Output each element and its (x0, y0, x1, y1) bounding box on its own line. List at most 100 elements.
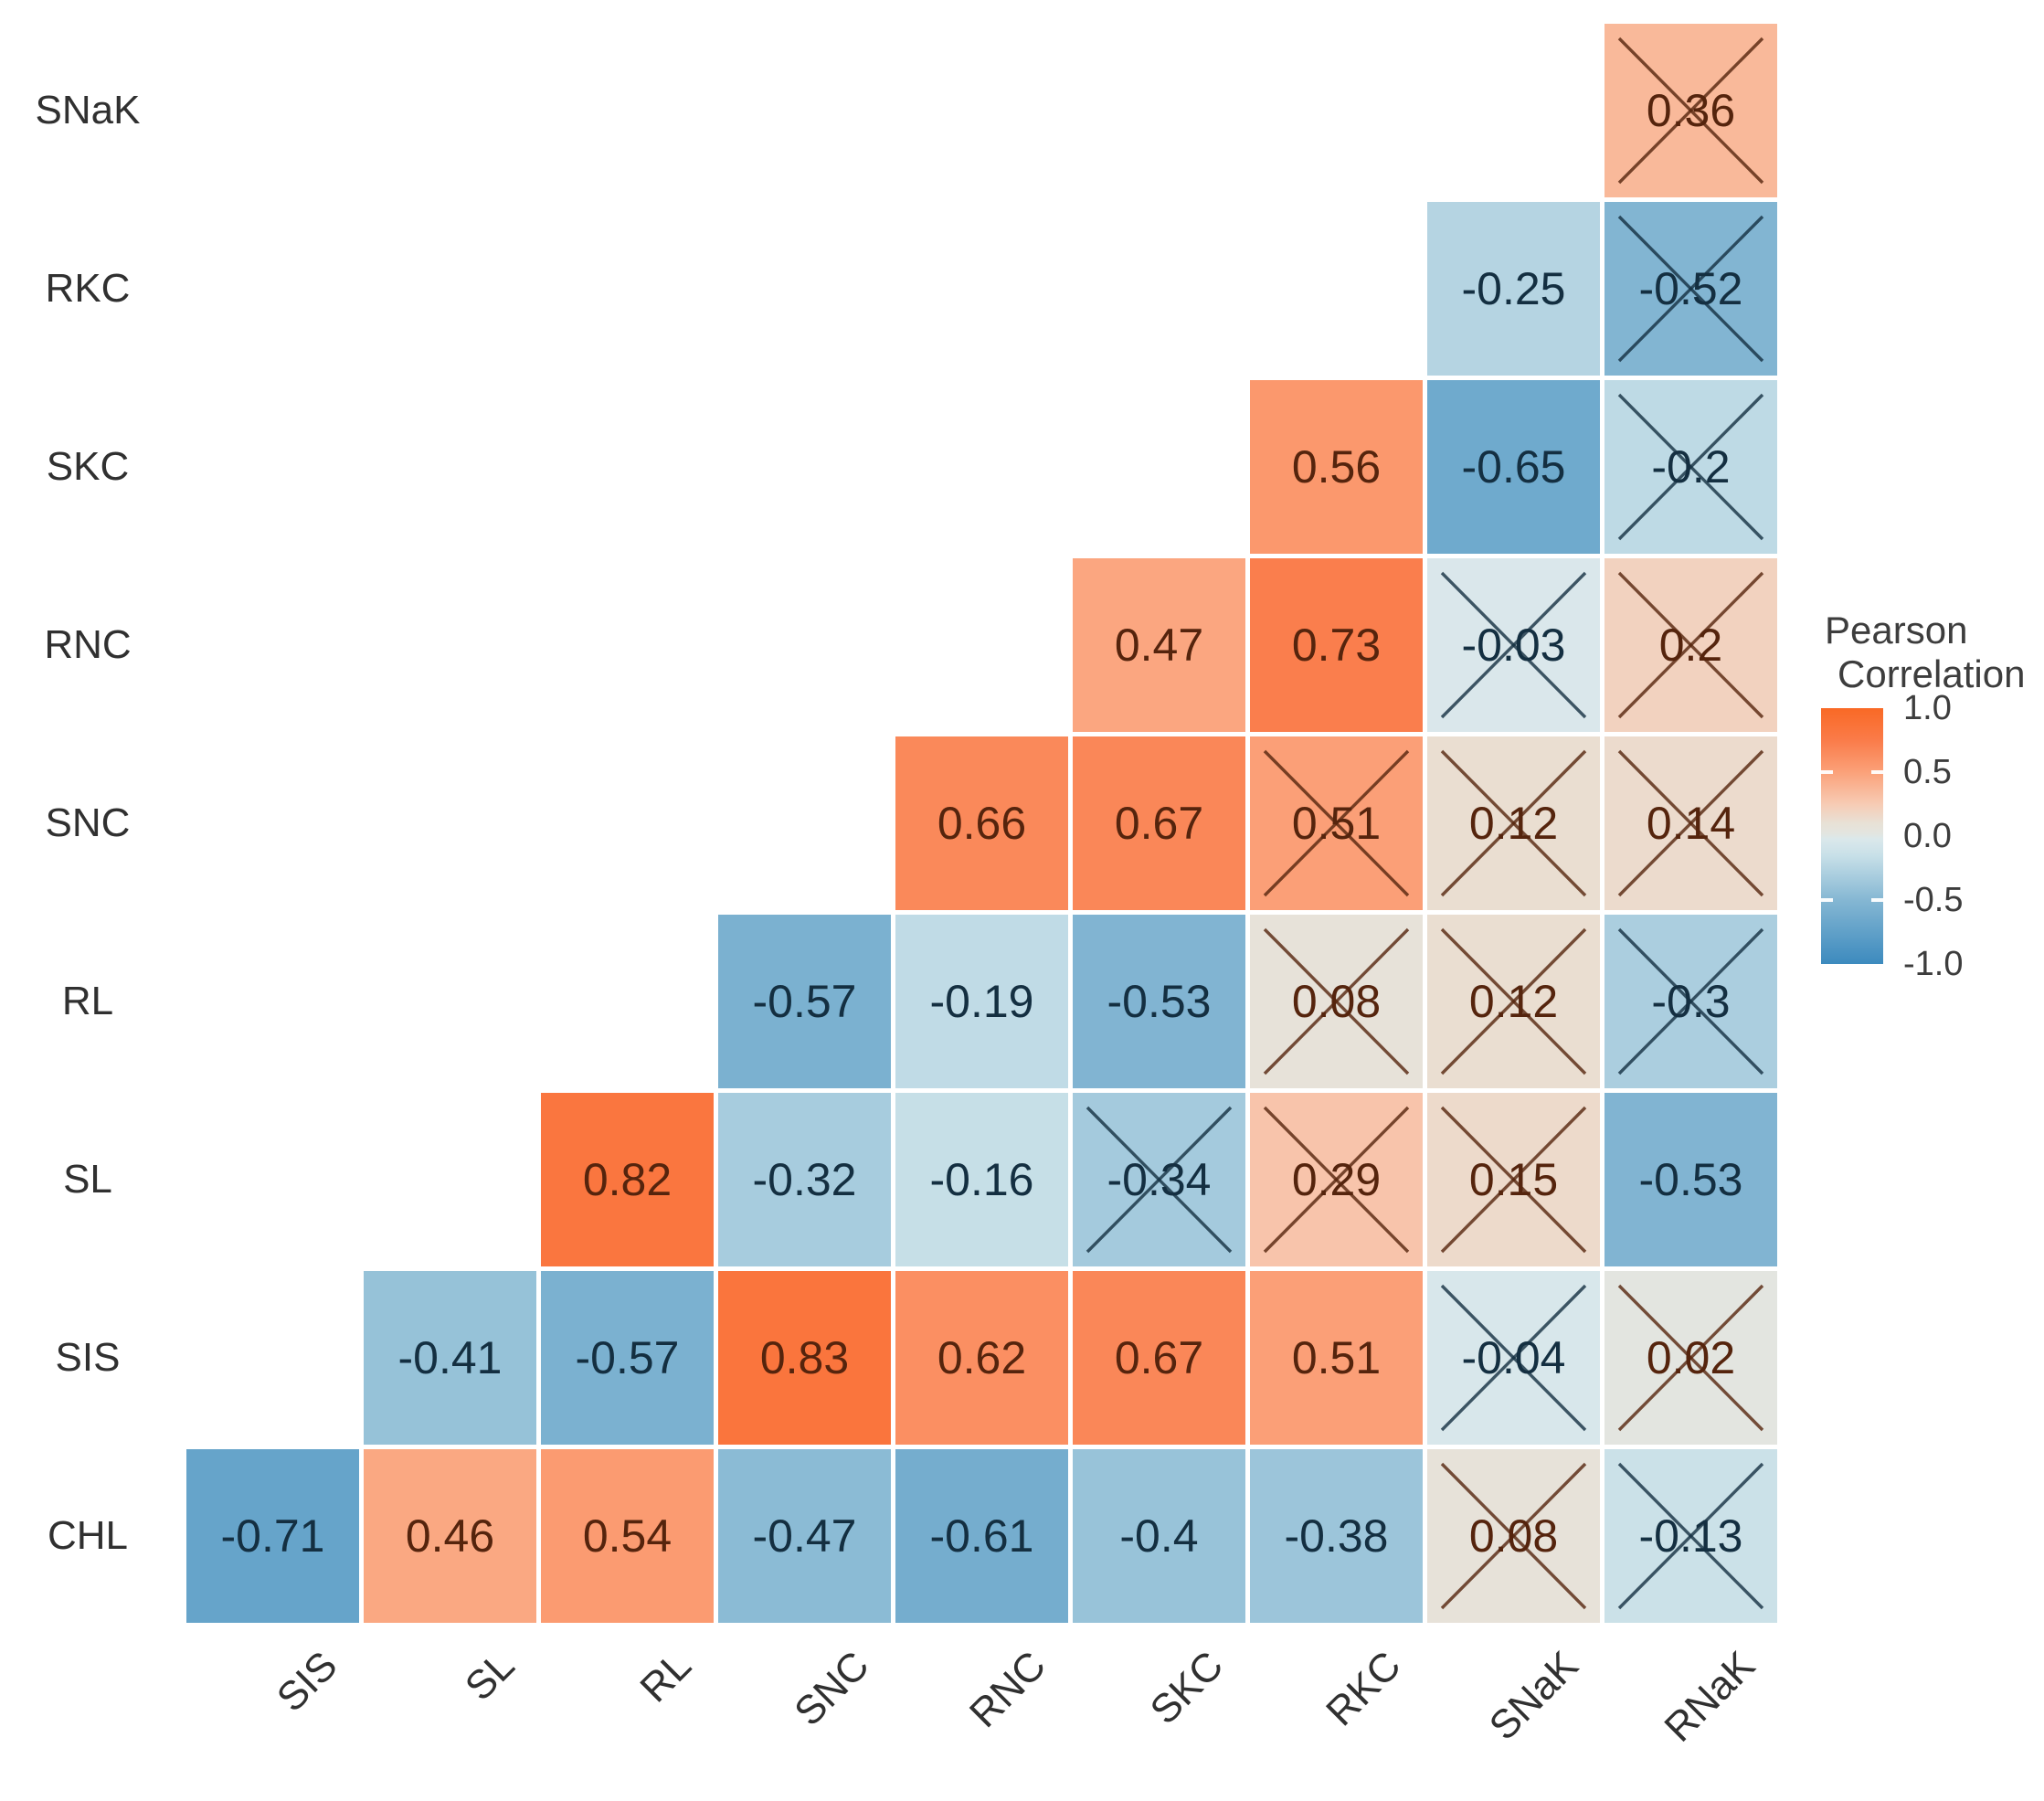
cell-value: 0.15 (1468, 1154, 1559, 1205)
heatmap-cell-SNC-RKC: 0.51 (1250, 736, 1423, 910)
heatmap-cell-CHL-SNC: -0.47 (718, 1449, 891, 1623)
y-axis-label-RKC: RKC (45, 266, 131, 311)
y-axis-label-SKC: SKC (46, 444, 130, 489)
heatmap-cell-RNC-RKC: 0.73 (1250, 558, 1423, 732)
heatmap-cell-SIS-SNaK: -0.04 (1427, 1271, 1600, 1445)
heatmap-cell-SIS-RKC: 0.51 (1250, 1271, 1423, 1445)
heatmap-cell-SNC-SNaK: 0.12 (1427, 736, 1600, 910)
cell-value: -0.41 (397, 1332, 503, 1383)
not-significant-cross-icon (1263, 749, 1410, 897)
legend-tick-label-0.5: 0.5 (1903, 753, 1952, 791)
heatmap-cell-SL-RKC: 0.29 (1250, 1093, 1423, 1266)
not-significant-cross-icon (1440, 927, 1587, 1075)
legend-tick-mark (1871, 770, 1883, 774)
legend-tick-label-1.0: 1.0 (1903, 689, 1952, 727)
heatmap-cell-CHL-RL: 0.54 (541, 1449, 714, 1623)
cell-value: 0.67 (1114, 798, 1204, 849)
cell-value: -0.13 (1638, 1510, 1743, 1562)
legend-tick-mark (1871, 898, 1883, 902)
not-significant-cross-icon (1086, 1106, 1233, 1254)
y-axis-label-RL: RL (61, 979, 114, 1023)
y-axis-label-SNaK: SNaK (35, 88, 141, 132)
heatmap-cell-SIS-RNaK: 0.02 (1604, 1271, 1777, 1445)
heatmap-cell-CHL-SIS: -0.71 (186, 1449, 359, 1623)
heatmap-cell-CHL-RNaK: -0.13 (1604, 1449, 1777, 1623)
not-significant-cross-icon (1617, 749, 1764, 897)
heatmap-cell-SNC-RNC: 0.66 (895, 736, 1068, 910)
y-axis-label-SNC: SNC (45, 800, 131, 845)
legend-title-line2: Correlation (1837, 652, 2026, 695)
x-axis-label-SL: SL (456, 1643, 524, 1710)
cell-value: 0.67 (1114, 1332, 1204, 1383)
heatmap-cell-RL-SNC: -0.57 (718, 915, 891, 1088)
legend-tick-mark (1821, 898, 1833, 902)
cell-value: -0.32 (752, 1154, 857, 1205)
not-significant-cross-icon (1440, 1106, 1587, 1254)
cell-value: -0.16 (929, 1154, 1034, 1205)
heatmap-cell-SIS-SL: -0.41 (364, 1271, 536, 1445)
cell-value: 0.56 (1291, 441, 1382, 493)
heatmap-cell-RKC-SNaK: -0.25 (1427, 202, 1600, 376)
heatmap-cell-SL-SNaK: 0.15 (1427, 1093, 1600, 1266)
legend-colorbar (1821, 708, 1883, 964)
x-axis-label-RNaK: RNaK (1656, 1643, 1764, 1751)
cell-value: 0.47 (1114, 620, 1204, 671)
heatmap-cell-CHL-SKC: -0.4 (1073, 1449, 1245, 1623)
cell-value: 0.51 (1291, 798, 1382, 849)
cell-value: 0.29 (1291, 1154, 1382, 1205)
not-significant-cross-icon (1617, 1284, 1764, 1432)
heatmap-cell-RL-SNaK: 0.12 (1427, 915, 1600, 1088)
legend-tick-mark (1821, 770, 1833, 774)
heatmap-cell-RNC-SKC: 0.47 (1073, 558, 1245, 732)
cell-value: 0.82 (582, 1154, 673, 1205)
cell-value: 0.73 (1291, 620, 1382, 671)
x-axis-label-RL: RL (631, 1643, 701, 1711)
not-significant-cross-icon (1263, 927, 1410, 1075)
heatmap-cell-SNC-SKC: 0.67 (1073, 736, 1245, 910)
cell-value: 0.2 (1658, 620, 1723, 671)
cell-value: 0.14 (1646, 798, 1736, 849)
cell-value: -0.3 (1651, 976, 1731, 1027)
heatmap-cell-RNC-SNaK: -0.03 (1427, 558, 1600, 732)
heatmap-cell-CHL-RNC: -0.61 (895, 1449, 1068, 1623)
cell-value: -0.34 (1107, 1154, 1212, 1205)
heatmap-cell-SKC-RKC: 0.56 (1250, 380, 1423, 554)
heatmap-cell-CHL-SL: 0.46 (364, 1449, 536, 1623)
cell-value: 0.02 (1646, 1332, 1736, 1383)
legend-tick-label--0.5: -0.5 (1903, 881, 1964, 919)
heatmap-cell-SL-SNC: -0.32 (718, 1093, 891, 1266)
not-significant-cross-icon (1440, 1284, 1587, 1432)
cell-value: -0.4 (1119, 1510, 1199, 1562)
legend-tick-label-0.0: 0.0 (1903, 817, 1952, 855)
not-significant-cross-icon (1617, 37, 1764, 185)
heatmap-cell-RL-RNC: -0.19 (895, 915, 1068, 1088)
heatmap-cell-SL-RNaK: -0.53 (1604, 1093, 1777, 1266)
heatmap-cell-RL-RNaK: -0.3 (1604, 915, 1777, 1088)
x-axis-label-SIS: SIS (268, 1643, 346, 1721)
cell-value: -0.53 (1107, 976, 1212, 1027)
cell-value: 0.08 (1468, 1510, 1559, 1562)
cell-value: -0.47 (752, 1510, 857, 1562)
not-significant-cross-icon (1440, 571, 1587, 719)
heatmap-cell-RKC-RNaK: -0.52 (1604, 202, 1777, 376)
cell-value: 0.51 (1291, 1332, 1382, 1383)
heatmap-cell-RNC-RNaK: 0.2 (1604, 558, 1777, 732)
x-axis-label-RKC: RKC (1317, 1643, 1410, 1735)
heatmap-cell-SIS-SKC: 0.67 (1073, 1271, 1245, 1445)
heatmap-cell-CHL-RKC: -0.38 (1250, 1449, 1423, 1623)
cell-value: -0.19 (929, 976, 1034, 1027)
heatmap-cell-SL-RNC: -0.16 (895, 1093, 1068, 1266)
heatmap-cell-SNC-RNaK: 0.14 (1604, 736, 1777, 910)
cell-value: -0.71 (220, 1510, 325, 1562)
cell-value: 0.54 (582, 1510, 673, 1562)
y-axis-label-RNC: RNC (44, 622, 132, 667)
heatmap-cell-SL-SKC: -0.34 (1073, 1093, 1245, 1266)
heatmap-cell-RL-RKC: 0.08 (1250, 915, 1423, 1088)
cell-value: -0.65 (1461, 441, 1566, 493)
y-axis-label-SL: SL (63, 1157, 112, 1202)
heatmap-cell-SNaK-RNaK: 0.36 (1604, 24, 1777, 197)
legend-title: Pearson Correlation (1825, 609, 2025, 696)
cell-value: 0.83 (759, 1332, 850, 1383)
cell-value: 0.12 (1468, 798, 1559, 849)
